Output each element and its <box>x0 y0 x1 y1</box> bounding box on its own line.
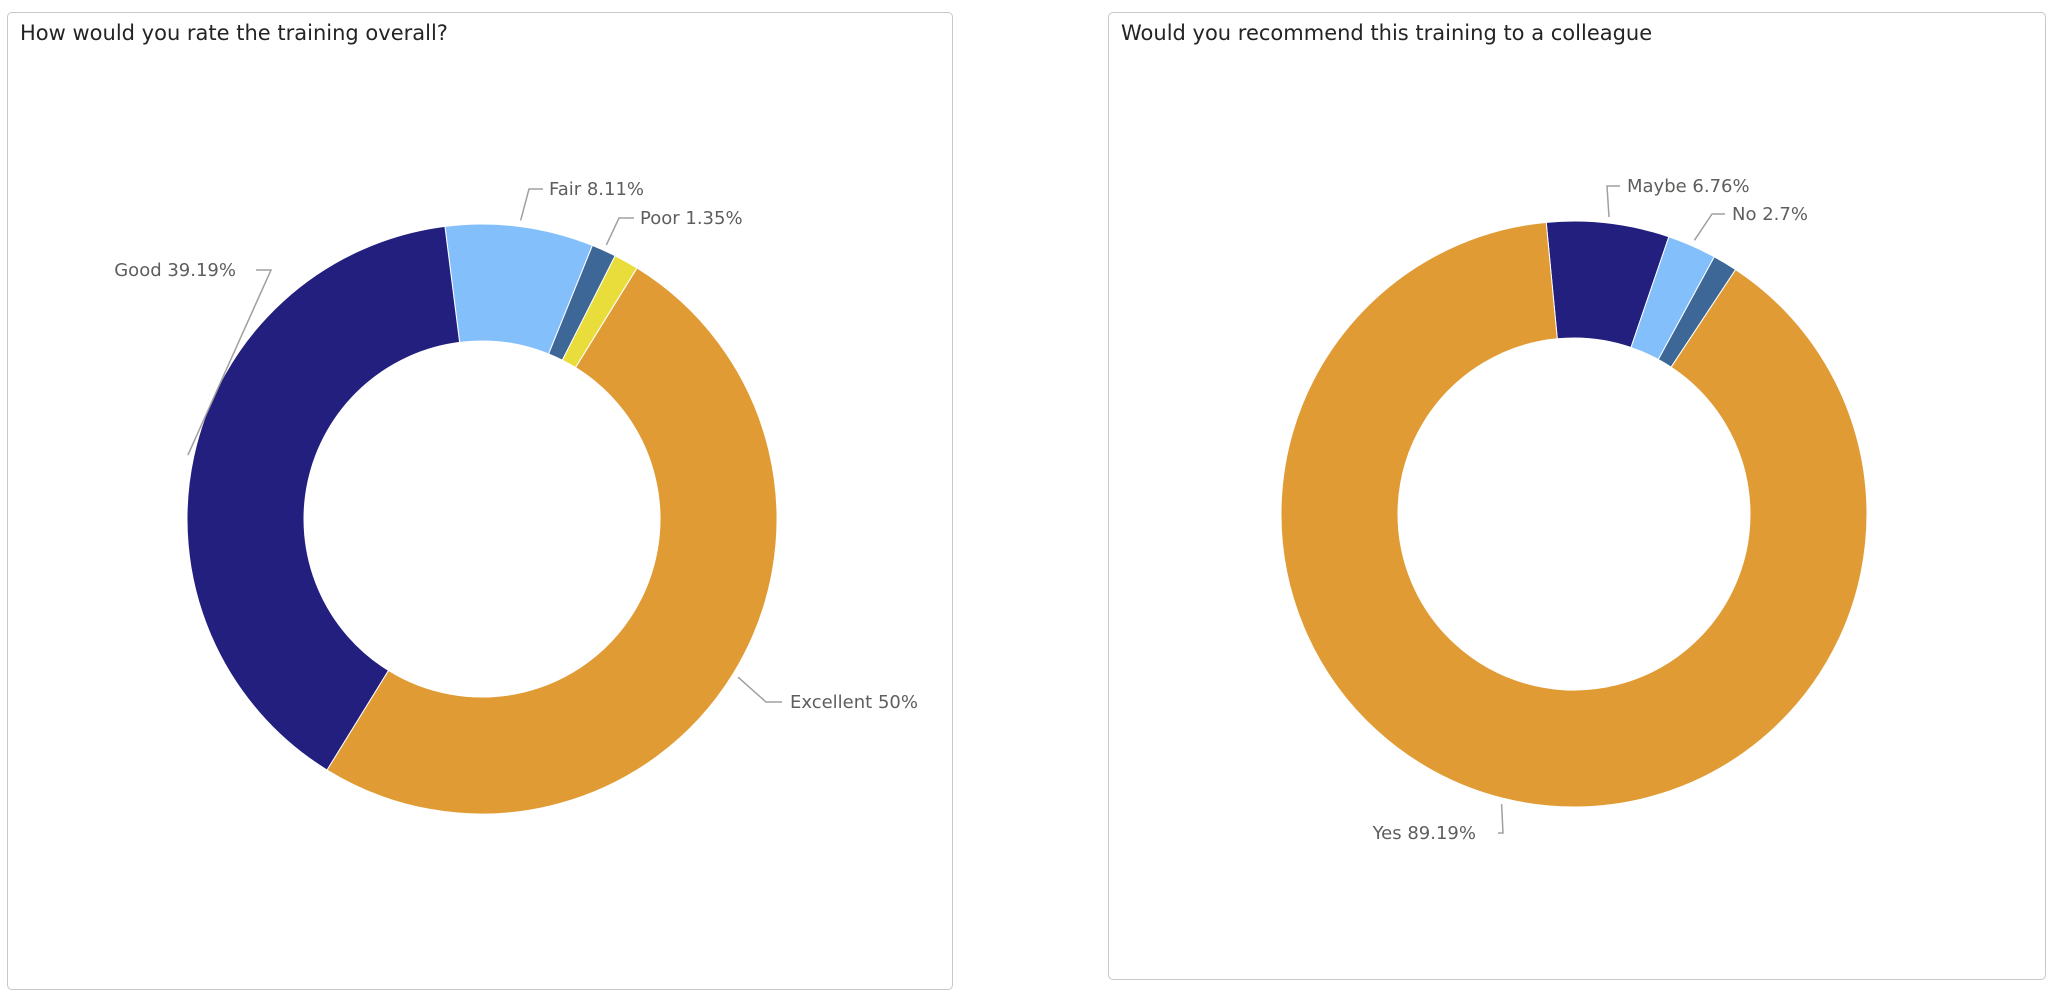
donut-chart-recommend: Maybe 6.76% No 2.7% Yes 89.19% <box>1280 176 1868 844</box>
slice-good[interactable] <box>186 225 461 771</box>
data-label-poor: Poor 1.35% <box>640 208 743 229</box>
chart-card-recommend: Would you recommend this training to a c… <box>1108 12 2046 980</box>
data-label-good: Good 39.19% <box>114 260 236 281</box>
data-label-excellent: Excellent 50% <box>790 692 918 713</box>
leader-line-good <box>187 269 273 456</box>
leader-line-excellent <box>737 676 782 703</box>
leader-line-maybe <box>1606 185 1620 218</box>
chart-title: How would you rate the training overall? <box>20 21 448 45</box>
slice-yes[interactable] <box>1280 221 1868 808</box>
data-label-maybe: Maybe 6.76% <box>1627 176 1750 197</box>
leader-line-no <box>1693 213 1725 241</box>
chart-title: Would you recommend this training to a c… <box>1121 21 1653 45</box>
leader-line-yes <box>1498 804 1504 834</box>
data-label-yes: Yes 89.19% <box>1372 823 1476 844</box>
slice-excellent[interactable] <box>326 267 778 815</box>
donut-chart-training-rating: Fair 8.11% Poor 1.35% Excellent 50% Good 39… <box>114 179 918 815</box>
leader-line-fair <box>519 188 543 221</box>
leader-line-poor <box>605 217 634 246</box>
data-label-no: No 2.7% <box>1732 204 1808 225</box>
data-label-fair: Fair 8.11% <box>549 179 644 200</box>
chart-card-training-rating: How would you rate the training overall?… <box>7 12 953 990</box>
